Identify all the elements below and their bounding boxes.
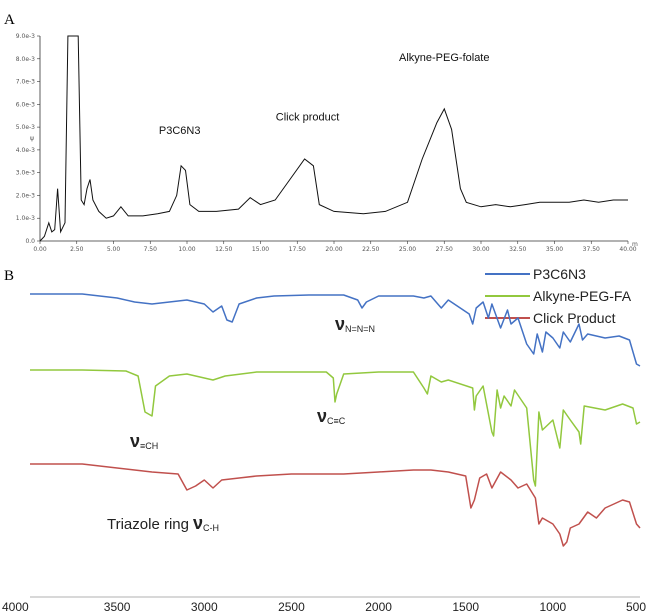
chromatogram-x-tick-label: 22.50 — [362, 246, 379, 253]
chromatogram-x-tick-label: 37.50 — [583, 246, 600, 253]
ir-legend: P3C6N3 Alkyne-PEG-FA Click Product — [485, 266, 632, 326]
chromatogram-y-tick-label: 1.0e-3 — [16, 215, 35, 222]
ir-x-tick-label: 3500 — [104, 600, 131, 614]
chromatogram-x-tick-label: 27.50 — [436, 246, 453, 253]
chromatogram-y-tick-label: 3.0e-3 — [16, 170, 35, 177]
ir-x-tick-label: 500 — [626, 600, 646, 614]
annotation-alkyne-ch-stretch: ν≡CH — [130, 431, 158, 451]
ir-x-axis: 4000 3500 3000 2500 2000 1500 1000 500 — [2, 596, 646, 614]
chromatogram-peak-label: P3C6N3 — [159, 125, 201, 137]
ir-trace-alkyne-peg-fa — [30, 369, 641, 487]
chromatogram-x-tick-label: 12.50 — [215, 246, 232, 253]
chromatogram-x-tick-label: 30.00 — [472, 246, 489, 253]
alkyne-cc-subscript: C≡C — [327, 416, 346, 426]
panel-b-label: B — [4, 268, 14, 284]
azide-subscript: N=N=N — [345, 324, 375, 334]
triazole-label: Triazole ring — [107, 516, 189, 533]
chromatogram-y-tick-label: 8.0e-3 — [16, 56, 35, 63]
chromatogram-x-tick-label: 7.50 — [144, 246, 158, 253]
ir-x-tick-label: 1500 — [452, 600, 479, 614]
ir-x-tick-label: 4000 — [2, 600, 29, 614]
triazole-subscript: C-H — [203, 523, 219, 533]
chromatogram-x-tick-label: 32.50 — [509, 246, 526, 253]
chromatogram-peak-label: Alkyne-PEG-folate — [399, 52, 489, 64]
legend-label-alkyne-peg-fa: Alkyne-PEG-FA — [533, 288, 632, 304]
chromatogram-y-tick-label: 0.0 — [25, 238, 35, 245]
chromatogram-x-tick-label: 0.00 — [33, 246, 47, 253]
annotation-alkyne-cc-stretch: νC≡C — [317, 406, 346, 426]
ir-x-tick-label: 2500 — [278, 600, 305, 614]
chromatogram-x-tick-label: 10.00 — [178, 246, 195, 253]
chromatogram-x-tick-label: 15.00 — [252, 246, 269, 253]
chromatogram-x-tick-label: 2.50 — [70, 246, 84, 253]
chromatogram-x-tick-label: 40.00 — [619, 246, 636, 253]
triazole-nu-symbol: ν — [193, 513, 203, 533]
ir-x-ticks: 4000 3500 3000 2500 2000 1500 1000 500 — [2, 600, 646, 614]
annotation-azide-stretch: νN=N=N — [335, 314, 375, 334]
ir-trace-p3c6n3 — [30, 293, 641, 367]
chromatogram-trace — [39, 35, 628, 242]
azide-nu-symbol: ν — [335, 314, 345, 334]
ir-x-tick-label: 2000 — [365, 600, 392, 614]
chromatogram-y-tick-label: 2.0e-3 — [16, 192, 35, 199]
legend-label-click-product: Click Product — [533, 310, 616, 326]
alkyne-ch-nu-symbol: ν — [130, 431, 140, 451]
chromatogram-y-tick-label: 9.0e-3 — [16, 33, 35, 40]
chromatogram-x-tick-label: 17.50 — [289, 246, 306, 253]
chromatogram-y-label: ψ — [30, 135, 34, 142]
chromatogram-peak-label: Click product — [276, 111, 340, 123]
chromatogram-x-ticks: 0.00 2.50 5.00 7.50 10.00 12.50 15.00 17.50 20.0… — [33, 241, 637, 253]
ir-trace-click-product — [30, 463, 641, 547]
legend-label-p3c6n3: P3C6N3 — [533, 266, 586, 282]
ir-x-tick-label: 3000 — [191, 600, 218, 614]
chromatogram-x-tick-label: 5.00 — [107, 246, 121, 253]
chromatogram-y-ticks: 0.0 1.0e-3 2.0e-3 3.0e-3 4.0e-3 5.0e-3 6.0e-3 7… — [16, 33, 40, 245]
annotation-triazole-ring: Triazole ring νC-H — [107, 513, 219, 533]
alkyne-ch-subscript: ≡CH — [140, 441, 158, 451]
ir-annotations: νN=N=N ν≡CH νC≡C Triazole ring νC-H — [107, 314, 375, 533]
ir-x-tick-label: 1000 — [540, 600, 567, 614]
chromatogram-x-unit: m — [632, 241, 638, 248]
chromatogram-y-tick-label: 4.0e-3 — [16, 147, 35, 154]
chromatogram-x-tick-label: 25.00 — [399, 246, 416, 253]
chromatogram-annotations: P3C6N3 Click product Alkyne-PEG-folate — [159, 52, 490, 137]
chromatogram-y-tick-label: 6.0e-3 — [16, 101, 35, 108]
alkyne-cc-nu-symbol: ν — [317, 406, 327, 426]
chromatogram-y-tick-label: 5.0e-3 — [16, 124, 35, 131]
chromatogram-x-tick-label: 35.00 — [546, 246, 563, 253]
panel-a-label: A — [4, 12, 15, 28]
chromatogram-x-tick-label: 20.00 — [325, 246, 342, 253]
ir-spectra — [30, 293, 641, 547]
chromatogram-y-tick-label: 7.0e-3 — [16, 79, 35, 86]
chromatogram-panel: 0.0 1.0e-3 2.0e-3 3.0e-3 4.0e-3 5.0e-3 6.0e-3 7… — [16, 33, 638, 253]
